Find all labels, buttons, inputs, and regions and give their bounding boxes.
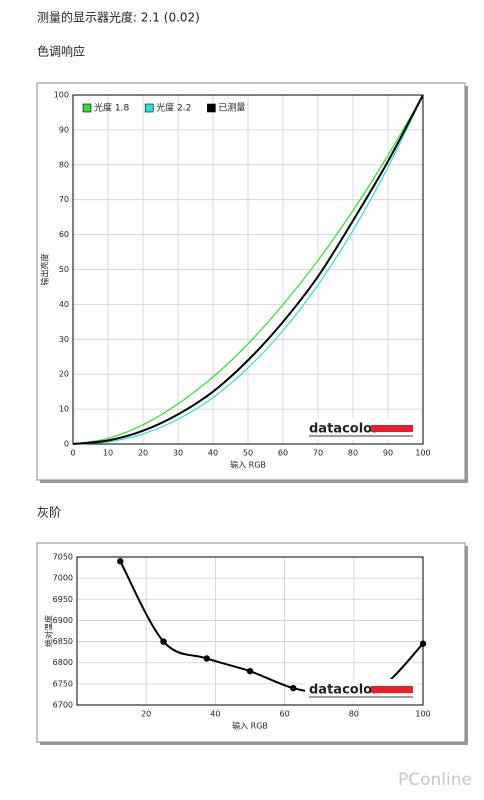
y-tick-label: 7000 — [53, 574, 73, 583]
series-line — [72, 94, 424, 445]
y-tick-label: 40 — [59, 300, 69, 309]
series-line — [72, 94, 424, 445]
y-tick-label: 50 — [59, 265, 69, 274]
y-tick-label: 6800 — [53, 658, 73, 667]
logo-bg — [305, 418, 417, 440]
x-tick-label: 90 — [383, 449, 393, 458]
y-tick-label: 60 — [59, 230, 69, 239]
panel — [36, 542, 466, 743]
y-tick-label: 70 — [59, 195, 69, 204]
x-tick-label: 60 — [280, 710, 290, 719]
series-line — [72, 94, 424, 445]
data-point — [246, 667, 254, 675]
x-axis-label: 输入 RGB — [232, 721, 268, 731]
y-tick-label: 30 — [59, 335, 69, 344]
data-point — [117, 558, 124, 565]
x-tick-label: 80 — [349, 710, 359, 719]
legend-label: 光度 1.8 — [94, 102, 129, 114]
y-tick-label: 20 — [59, 370, 69, 379]
y-tick-label: 7050 — [53, 553, 73, 562]
x-tick-label: 0 — [70, 449, 75, 458]
x-tick-label: 10 — [103, 449, 113, 458]
y-tick-label: 6950 — [53, 595, 73, 604]
data-point — [203, 655, 210, 662]
x-tick-label: 40 — [208, 449, 218, 458]
x-tick-label: 100 — [415, 710, 430, 719]
logo-text: datacolor — [309, 683, 379, 698]
y-tick-label: 0 — [64, 440, 69, 449]
plot-frame — [72, 94, 424, 445]
x-tick-label: 80 — [348, 449, 358, 458]
x-tick-label: 70 — [313, 449, 323, 458]
legend-swatch — [82, 103, 92, 113]
x-tick-label: 50 — [243, 449, 253, 458]
y-tick-label: 6850 — [53, 637, 73, 646]
x-tick-label: 20 — [141, 710, 151, 719]
x-tick-label: 30 — [173, 449, 183, 458]
logo-text: datacolor — [309, 422, 379, 437]
header: 测量的显示器光度: 2.1 (0.02) — [37, 10, 200, 25]
y-tick-label: 90 — [59, 125, 69, 134]
y-tick-label: 100 — [54, 91, 69, 100]
legend-label: 光度 2.2 — [156, 102, 191, 114]
watermark: PConline — [398, 770, 472, 790]
y-tick-label: 6750 — [53, 679, 73, 688]
y-tick-label: 6700 — [53, 701, 73, 710]
y-axis-label: 输出亮度 — [40, 254, 50, 286]
data-point — [290, 684, 297, 692]
x-tick-label: 40 — [210, 710, 220, 719]
data-point — [419, 640, 427, 647]
y-tick-label: 10 — [59, 405, 69, 414]
y-tick-label: 80 — [59, 160, 69, 169]
x-tick-label: 20 — [138, 449, 148, 458]
x-axis-label: 输入 RGB — [230, 460, 266, 470]
x-tick-label: 60 — [278, 449, 288, 458]
y-tick-label: 6900 — [53, 616, 73, 625]
chart-title: 色调响应 — [37, 44, 85, 59]
logo-bar — [371, 425, 413, 432]
data-point — [160, 638, 167, 645]
logo-bar — [371, 686, 413, 693]
legend-label: 已测量 — [218, 103, 245, 114]
chart-title: 灰阶 — [37, 506, 61, 520]
plot-frame — [76, 556, 424, 706]
x-tick-label: 100 — [415, 449, 430, 458]
legend-swatch — [144, 103, 154, 113]
logo-bg — [305, 679, 417, 701]
legend-swatch — [207, 103, 216, 113]
y-axis-label: 绝对温度 — [44, 615, 54, 647]
